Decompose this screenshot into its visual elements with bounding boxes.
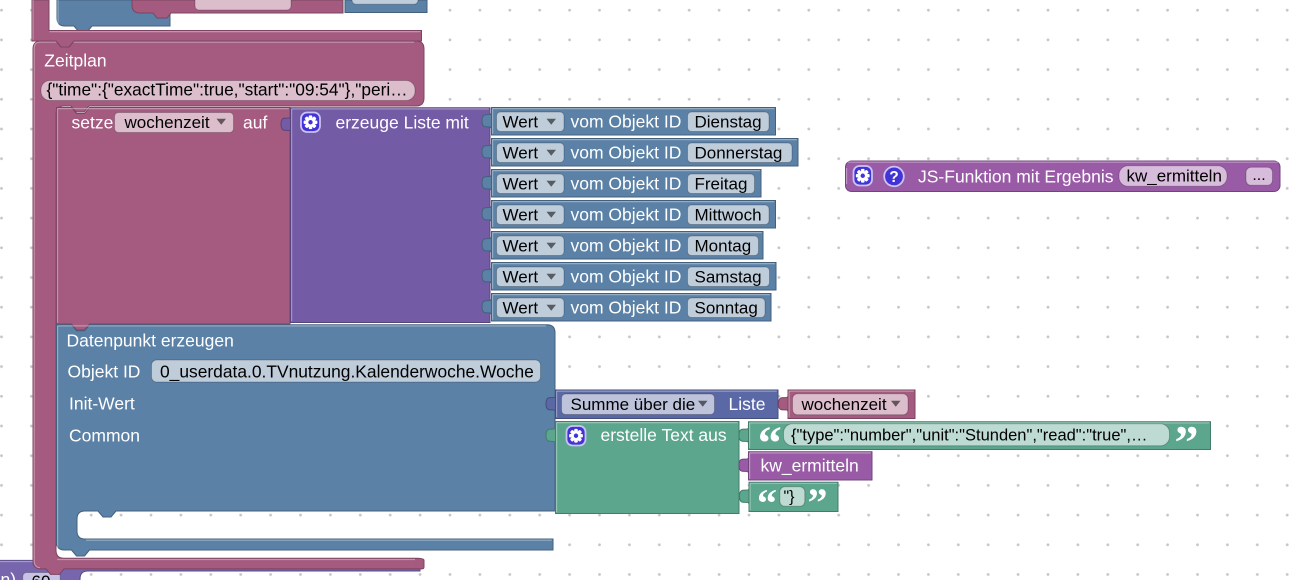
svg-text:Freitag: Freitag [695, 174, 748, 193]
svg-text:Datenpunkt erzeugen: Datenpunkt erzeugen [67, 331, 234, 351]
svg-text:vom Objekt ID: vom Objekt ID [571, 143, 682, 163]
svg-text:vom Objekt ID: vom Objekt ID [571, 236, 682, 256]
svg-text:vom Objekt ID: vom Objekt ID [571, 174, 682, 194]
svg-text:Montag: Montag [695, 236, 752, 255]
svg-text:"}: "} [784, 489, 796, 506]
svg-text:Wert: Wert [503, 267, 539, 286]
svg-text:kw_ermitteln: kw_ermitteln [761, 456, 859, 477]
svg-text:wochenzeit: wochenzeit [801, 395, 887, 414]
svg-text:n): n) [1, 570, 17, 580]
svg-text:?: ? [889, 169, 898, 186]
svg-text:”: ” [1175, 417, 1199, 470]
svg-text:”: ” [808, 480, 828, 525]
svg-text:Liste: Liste [729, 394, 766, 414]
svg-text:auf: auf [243, 112, 267, 132]
svg-text:Objekt ID: Objekt ID [68, 362, 141, 382]
svg-text:Samstag: Samstag [695, 267, 762, 286]
svg-text:wochenzeit: wochenzeit [124, 113, 210, 132]
svg-text:Wert: Wert [503, 174, 539, 193]
svg-text:vom Objekt ID: vom Objekt ID [571, 205, 682, 225]
svg-text:setze: setze [72, 112, 114, 132]
svg-text:“: “ [757, 481, 777, 526]
svg-text:Wert: Wert [503, 205, 539, 224]
svg-text:vom Objekt ID: vom Objekt ID [571, 112, 682, 132]
svg-text:Sonntag: Sonntag [695, 298, 758, 317]
svg-text:Wert: Wert [503, 143, 539, 162]
svg-text:kw_ermitteln: kw_ermitteln [1127, 166, 1222, 185]
svg-text:Donnerstag: Donnerstag [695, 143, 783, 162]
svg-text:Wert: Wert [503, 298, 539, 317]
svg-text:0_userdata.0.TVnutzung.Kalende: 0_userdata.0.TVnutzung.Kalenderwoche.Woc… [160, 361, 534, 381]
svg-text:vom Objekt ID: vom Objekt ID [571, 267, 682, 287]
svg-text:Summe über die: Summe über die [571, 395, 696, 414]
svg-text:{"type":"number","unit":"Stund: {"type":"number","unit":"Stunden","read"… [791, 427, 1147, 445]
svg-text:erstelle Text aus: erstelle Text aus [601, 425, 727, 445]
svg-text:Init-Wert: Init-Wert [69, 394, 135, 414]
svg-text:Mittwoch: Mittwoch [695, 205, 762, 224]
svg-text:erzeuge Liste mit: erzeuge Liste mit [336, 113, 469, 133]
svg-text:Dienstag: Dienstag [695, 112, 762, 131]
svg-text:...: ... [1252, 167, 1265, 184]
svg-text:Wert: Wert [503, 112, 539, 131]
svg-text:vom Objekt ID: vom Objekt ID [571, 298, 682, 318]
svg-text:Common: Common [69, 426, 140, 446]
svg-text:60: 60 [32, 572, 51, 580]
svg-text:Zeitplan: Zeitplan [44, 50, 106, 70]
svg-text:Wert: Wert [503, 236, 539, 255]
svg-text:{"time":{"exactTime":true,"sta: {"time":{"exactTime":true,"start":"09:54… [47, 80, 408, 100]
svg-text:JS-Funktion mit Ergebnis: JS-Funktion mit Ergebnis [918, 167, 1114, 187]
